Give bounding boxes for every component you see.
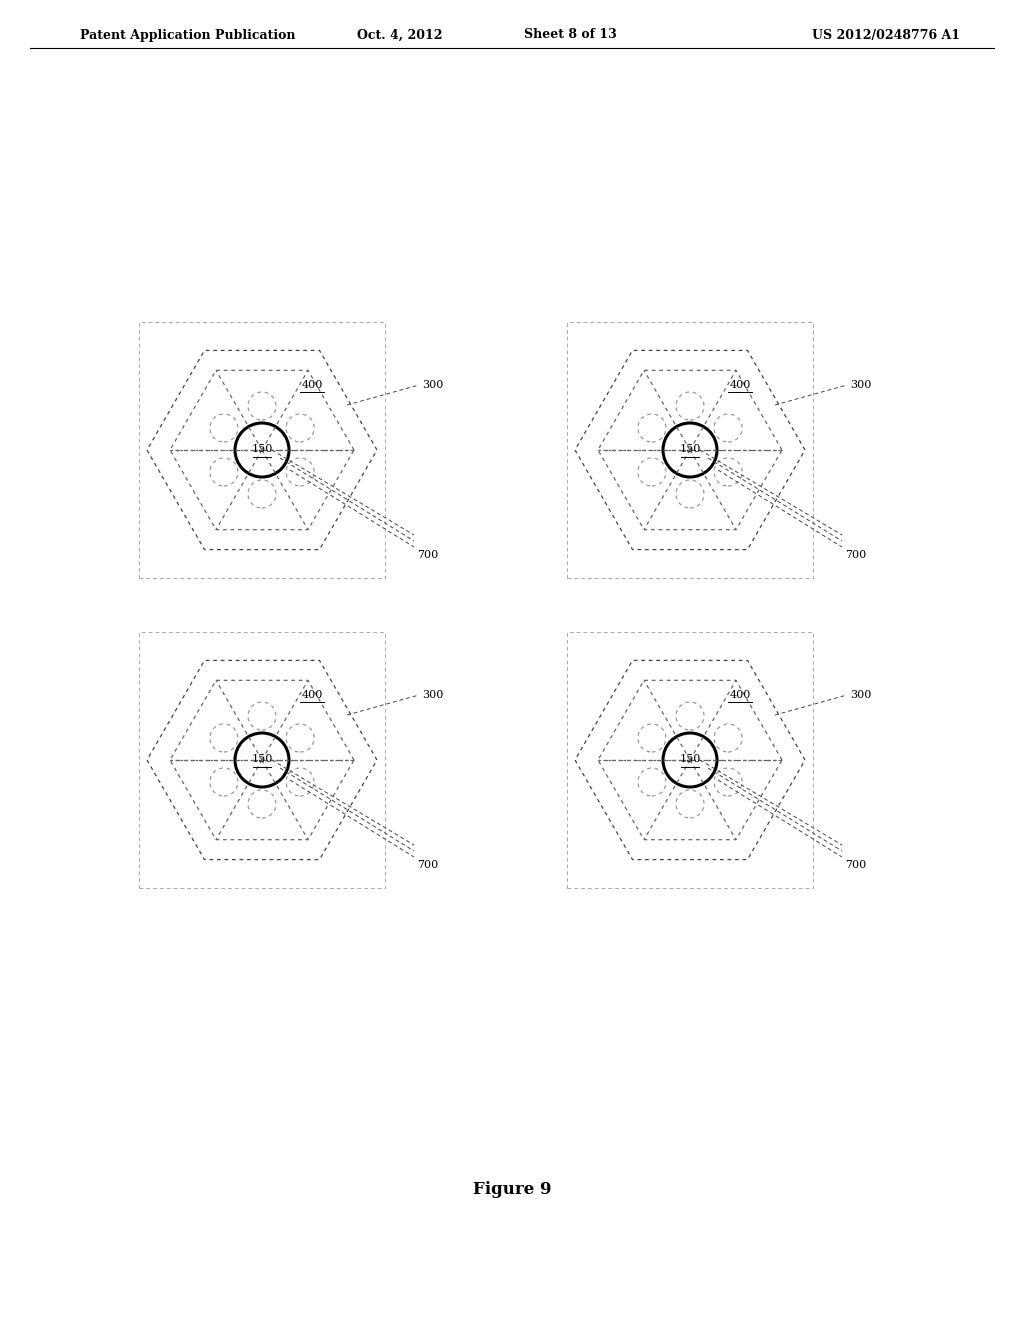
Bar [567,322,813,578]
Text: 300: 300 [850,690,871,700]
Text: 300: 300 [422,690,443,700]
Circle shape [663,733,717,787]
Text: 700: 700 [845,861,866,870]
Text: 400: 400 [301,690,323,700]
Text: 300: 300 [422,380,443,389]
Text: 400: 400 [729,690,751,700]
Bar [139,632,385,888]
Circle shape [663,422,717,477]
Text: 300: 300 [850,380,871,389]
Text: Patent Application Publication: Patent Application Publication [80,29,296,41]
Text: 150: 150 [679,444,700,454]
Text: US 2012/0248776 A1: US 2012/0248776 A1 [812,29,961,41]
Text: Figure 9: Figure 9 [473,1181,551,1199]
Text: Sheet 8 of 13: Sheet 8 of 13 [523,29,616,41]
Text: 150: 150 [679,754,700,764]
Circle shape [234,422,289,477]
Text: 400: 400 [301,380,323,389]
Text: Oct. 4, 2012: Oct. 4, 2012 [357,29,442,41]
Text: 700: 700 [845,550,866,560]
Bar [139,322,385,578]
Text: 150: 150 [251,444,272,454]
Text: 700: 700 [417,861,438,870]
Circle shape [234,733,289,787]
Text: 150: 150 [251,754,272,764]
Bar [567,632,813,888]
Text: 400: 400 [729,380,751,389]
Text: 700: 700 [417,550,438,560]
